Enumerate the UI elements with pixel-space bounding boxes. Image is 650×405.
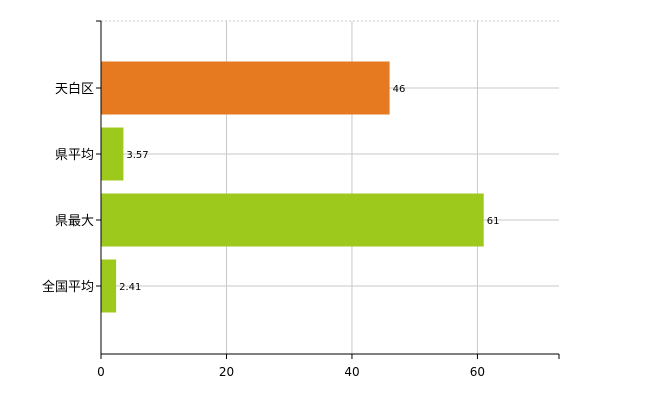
category-label-2: 県最大 xyxy=(55,214,94,229)
labels: 46 天白区 3.57 県平均 61 県最大 2.41 全国平均 0 20 40 60 xyxy=(42,81,499,379)
x-tick-label-20: 20 xyxy=(219,365,234,379)
category-label-1: 県平均 xyxy=(55,148,94,163)
x-tick-label-0: 0 xyxy=(97,365,105,379)
bars xyxy=(101,61,484,313)
x-tick-label-60: 60 xyxy=(470,365,485,379)
data-label-3: 2.41 xyxy=(119,282,141,293)
data-label-1: 3.57 xyxy=(126,150,148,161)
category-label-3: 全国平均 xyxy=(42,279,94,295)
data-label-2: 61 xyxy=(487,216,500,227)
data-label-0: 46 xyxy=(393,84,406,95)
x-tick-label-40: 40 xyxy=(344,365,359,379)
axes xyxy=(96,20,560,359)
bar-3 xyxy=(101,259,117,313)
category-label-0: 天白区 xyxy=(55,81,94,97)
bar-2 xyxy=(101,193,484,247)
bar-1 xyxy=(101,127,124,181)
bar-0 xyxy=(101,61,390,115)
